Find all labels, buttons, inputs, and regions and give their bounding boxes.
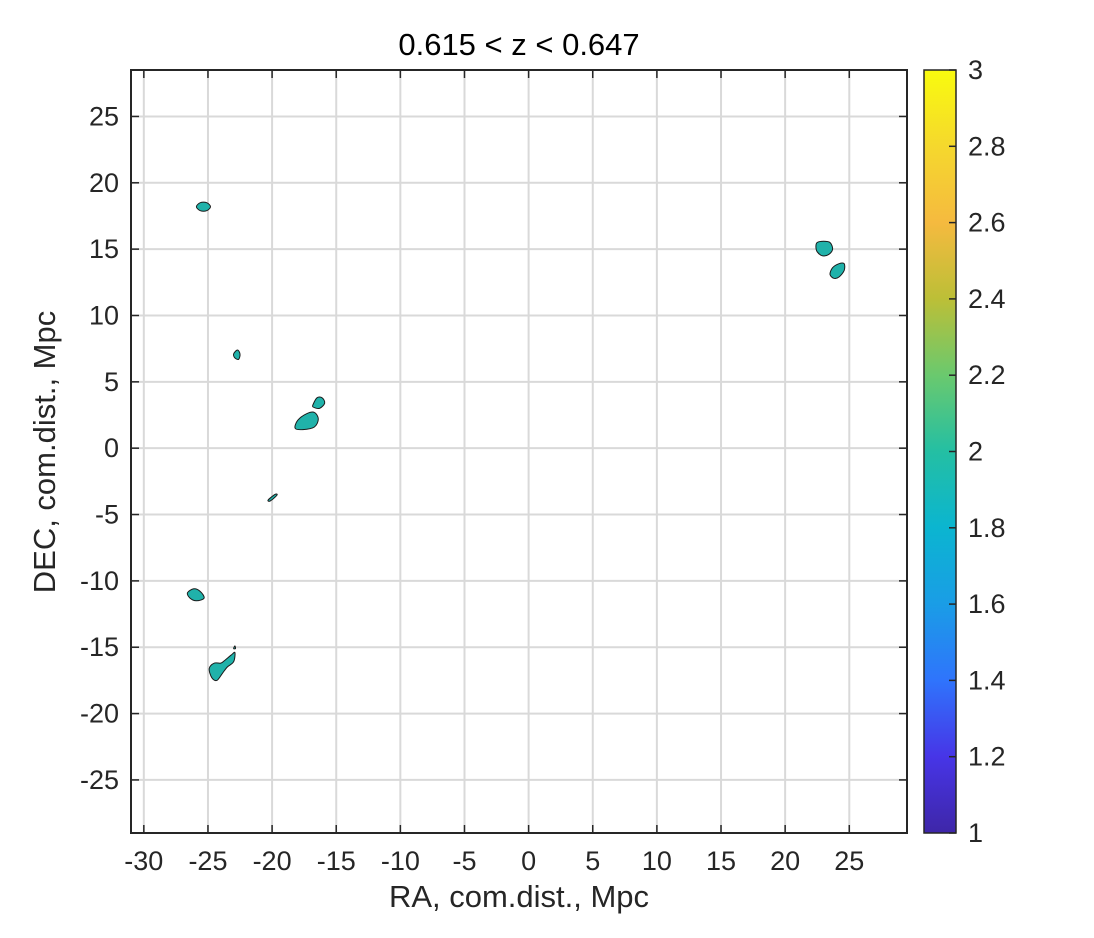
x-tick-label: 0 [521,846,536,876]
y-tick-label: 15 [89,234,119,264]
colorbar-tick-label: 2.2 [968,360,1006,390]
y-tick-labels: -25 -20 -15 -10 -5 0 5 10 15 20 25 [80,101,119,794]
colorbar-tick-label: 1.4 [968,665,1006,695]
y-tick-label: -25 [80,765,119,795]
colorbar-tick-label: 2.4 [968,284,1006,314]
x-tick-label: -20 [253,846,292,876]
contour-region [829,262,846,279]
x-tick-label: -10 [381,846,420,876]
contour-region [195,201,212,212]
x-tick-label: -5 [452,846,476,876]
y-tick-label: 25 [89,101,119,131]
x-tick-label: -30 [124,846,163,876]
y-tick-label: 0 [104,433,119,463]
y-tick-label: -5 [95,500,119,530]
colorbar-tick-label: 1 [968,818,983,848]
contour-region [267,493,278,502]
x-tick-labels: -30 -25 -20 -15 -10 -5 0 5 10 15 20 25 [124,846,864,876]
x-axis-label: RA, com.dist., Mpc [389,879,649,914]
contour-region [233,349,241,360]
plot-background [131,70,907,833]
colorbar-tick-label: 1.2 [968,742,1006,772]
contour-regions [186,201,846,682]
y-tick-label: 10 [89,300,119,330]
plot-area [130,69,908,834]
x-tick-label: -15 [317,846,356,876]
x-tick-label: 25 [834,846,864,876]
grid-lines [131,70,907,833]
y-tick-label: 5 [104,367,119,397]
colorbar-tick-label: 1.6 [968,589,1006,619]
colorbar: 1 1.2 1.4 1.6 1.8 2 2.2 2.4 2.6 2.8 3 [923,55,1006,848]
colorbar-tick-label: 2.6 [968,208,1006,238]
colorbar-tick-label: 2.8 [968,131,1006,161]
contour-region [186,588,205,602]
contour-region [233,645,237,650]
y-tick-label: -15 [80,632,119,662]
chart-title: 0.615 < z < 0.647 [398,27,639,62]
colorbar-tick-label: 3 [968,55,983,85]
contour-region [208,651,236,682]
plot-frame [130,69,908,834]
x-tick-label: -25 [188,846,227,876]
y-tick-label: 20 [89,168,119,198]
x-tick-label: 10 [642,846,672,876]
y-tick-label: -10 [80,566,119,596]
colorbar-tick-label: 1.8 [968,513,1006,543]
x-tick-label: 20 [770,846,800,876]
x-tick-label: 5 [585,846,600,876]
colorbar-ticks: 1 1.2 1.4 1.6 1.8 2 2.2 2.4 2.6 2.8 3 [949,55,1006,848]
contour-region [815,240,834,257]
y-axis-label: DEC, com.dist., Mpc [27,311,62,594]
colorbar-tick-label: 2 [968,437,983,467]
y-tick-label: -20 [80,699,119,729]
x-tick-label: 15 [706,846,736,876]
contour-region [294,411,319,431]
axis-ticks [131,70,907,833]
contour-region [312,396,326,410]
